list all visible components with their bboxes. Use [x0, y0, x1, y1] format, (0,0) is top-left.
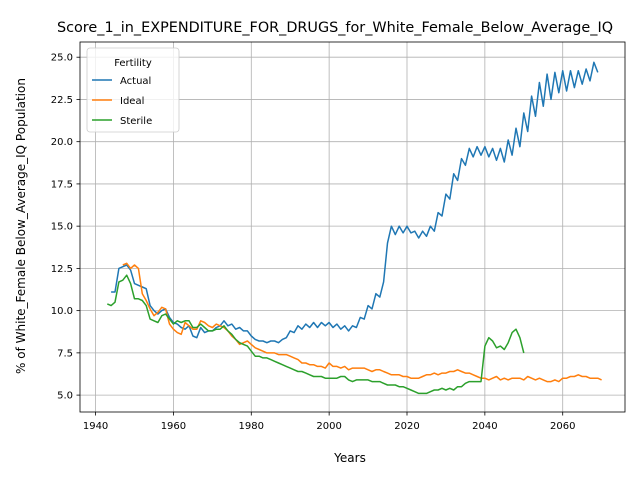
y-tick-label: 5.0 — [57, 391, 73, 402]
x-axis-label: Years — [333, 451, 366, 465]
x-tick-label: 1960 — [161, 421, 186, 432]
y-tick-label: 12.5 — [51, 264, 73, 275]
legend: Fertility Actual Ideal Sterile — [86, 47, 180, 133]
y-tick-label: 7.5 — [57, 348, 73, 359]
y-tick-label: 25.0 — [51, 53, 73, 64]
plot-frame — [79, 41, 626, 413]
x-tick-label: 2040 — [472, 421, 497, 432]
y-tick-label: 17.5 — [51, 179, 73, 190]
gridlines — [80, 42, 625, 412]
y-tick-label: 15.0 — [51, 222, 73, 233]
x-tick-label: 2000 — [316, 421, 341, 432]
y-tick-label: 22.5 — [51, 95, 73, 106]
series-line-actual — [111, 61, 599, 344]
legend-label-sterile: Sterile — [120, 116, 152, 127]
series-line-sterile — [106, 274, 525, 395]
legend-label-actual: Actual — [120, 76, 151, 87]
x-tick-label: 1980 — [239, 421, 264, 432]
legend-label-ideal: Ideal — [120, 96, 144, 107]
x-tick-label: 1940 — [83, 421, 108, 432]
y-tick-label: 10.0 — [51, 306, 73, 317]
y-tick-label: 20.0 — [51, 137, 73, 148]
y-axis-label: % of White_Female Below_Average_IQ Popul… — [14, 78, 28, 374]
legend-box — [86, 47, 180, 133]
legend-title: Fertility — [114, 58, 152, 69]
series-line-ideal — [122, 262, 602, 383]
axis-ticks: 1940 1960 1980 2000 2020 2040 2060 5.0 7.5 10.0 12… — [51, 53, 576, 432]
x-tick-label: 2020 — [394, 421, 419, 432]
series-lines — [106, 61, 602, 395]
x-tick-label: 2060 — [550, 421, 575, 432]
chart-title: Score_1_in_EXPENDITURE_FOR_DRUGS_for_Whi… — [57, 20, 613, 36]
